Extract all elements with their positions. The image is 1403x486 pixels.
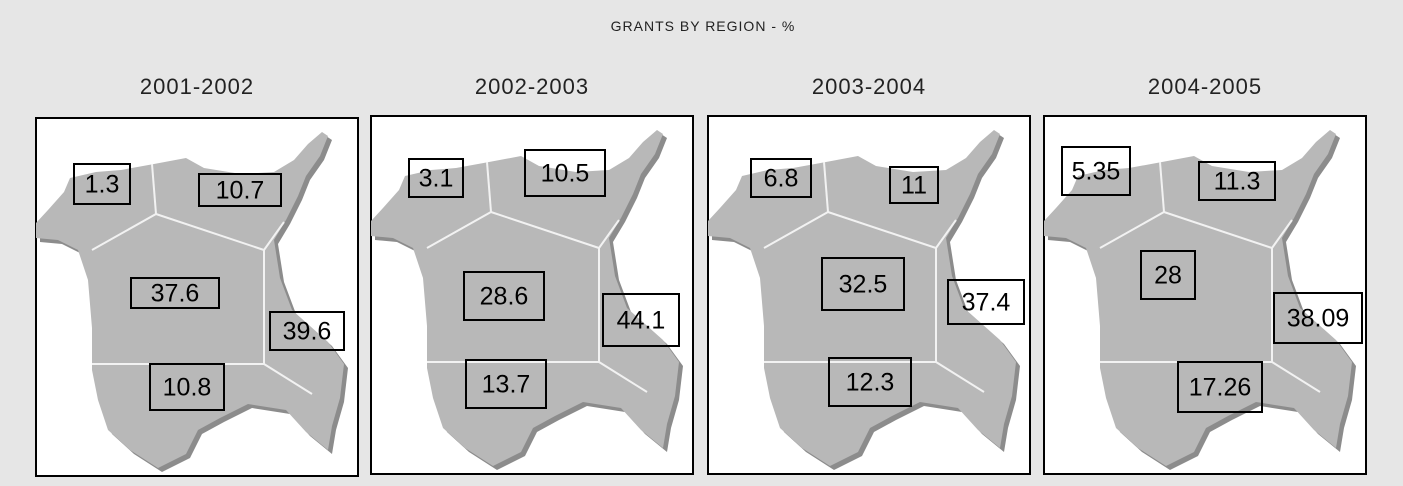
- region-value: 10.8: [163, 374, 212, 402]
- region-value: 32.5: [839, 271, 888, 299]
- region-label-box: [465, 359, 547, 409]
- panel-year: 2001-2002: [140, 74, 254, 99]
- region-value: 39.6: [283, 318, 332, 346]
- region-border: [598, 361, 648, 393]
- region-value: 28.6: [480, 283, 529, 311]
- region-border: [151, 163, 157, 215]
- panel-year: 2004-2005: [1148, 74, 1262, 99]
- region-value: 6.8: [764, 165, 799, 193]
- region-label-box: [408, 158, 464, 198]
- region-label-box: [602, 293, 680, 347]
- region-border: [823, 161, 829, 213]
- region-label-box: [463, 271, 545, 321]
- region-label-box: [1177, 361, 1263, 413]
- region-value: 37.4: [962, 289, 1011, 317]
- region-label-box: [269, 311, 345, 351]
- region-value: 10.7: [216, 177, 265, 205]
- region-value: 11: [901, 172, 927, 200]
- region-value: 10.5: [541, 160, 590, 188]
- region-border: [486, 161, 492, 213]
- region-label-box: [1273, 292, 1363, 344]
- map: [1044, 130, 1356, 470]
- region-value: 5.35: [1072, 158, 1121, 186]
- region-label-box: [889, 166, 939, 204]
- region-value: 13.7: [482, 371, 531, 399]
- panel-year: 2002-2003: [475, 74, 589, 99]
- region-label-box: [149, 363, 225, 411]
- region-border: [935, 361, 985, 393]
- region-border: [1271, 361, 1321, 393]
- map-land: [36, 132, 344, 468]
- region-value: 17.26: [1189, 374, 1252, 402]
- region-label-box: [750, 158, 812, 198]
- region-label-box: [1061, 146, 1131, 196]
- region-value: 11.3: [1214, 168, 1261, 196]
- region-value: 12.3: [846, 369, 895, 397]
- region-border: [935, 219, 957, 249]
- map: [36, 132, 348, 472]
- region-label-box: [947, 279, 1025, 325]
- region-value: 37.6: [151, 280, 200, 308]
- region-label-box: [73, 163, 131, 205]
- region-label-box: [1140, 250, 1196, 300]
- region-label-box: [821, 257, 905, 311]
- region-value: 1.3: [85, 171, 120, 199]
- map: [371, 130, 683, 470]
- region-border: [1159, 161, 1165, 213]
- region-value: 38.09: [1287, 305, 1350, 333]
- region-value: 28: [1154, 262, 1182, 290]
- region-value: 44.1: [617, 307, 666, 335]
- map-land: [708, 130, 1016, 466]
- map-land: [1044, 130, 1352, 466]
- region-border: [263, 221, 285, 251]
- map: [708, 130, 1020, 470]
- region-border: [263, 363, 313, 395]
- region-label-box: [828, 357, 912, 407]
- panel-year: 2003-2004: [812, 74, 926, 99]
- figure-title: GRANTS BY REGION - %: [611, 18, 796, 34]
- region-value: 3.1: [419, 165, 454, 193]
- region-label-box: [130, 277, 220, 309]
- region-label-box: [198, 173, 282, 207]
- map-land: [371, 130, 679, 466]
- region-border: [598, 219, 620, 249]
- region-label-box: [524, 149, 606, 197]
- region-label-box: [1198, 161, 1276, 201]
- region-border: [1271, 219, 1293, 249]
